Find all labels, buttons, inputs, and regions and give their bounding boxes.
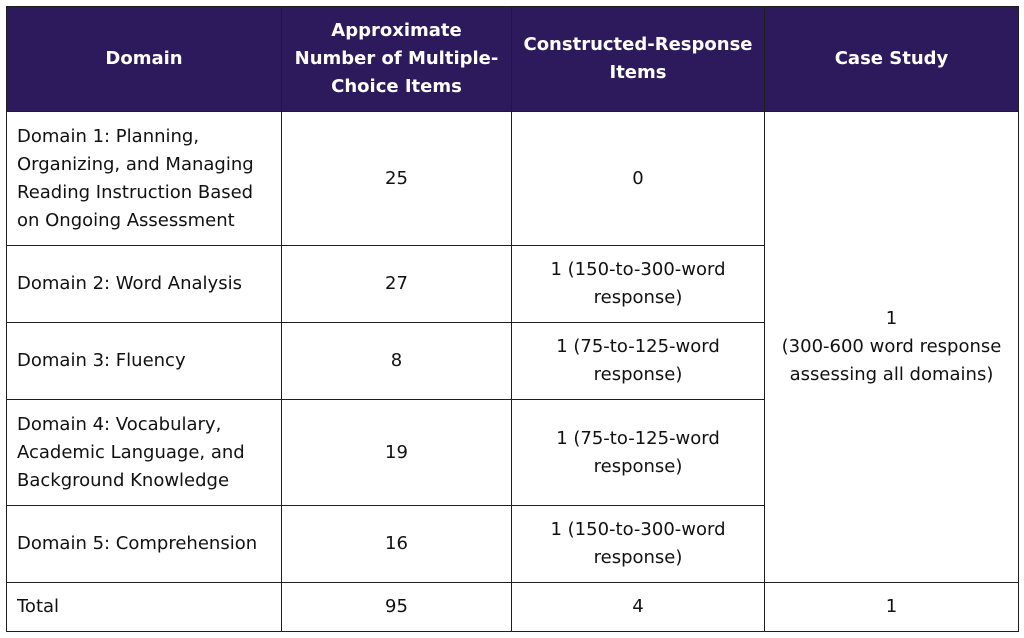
header-cell: Case Study <box>764 6 1019 112</box>
mc-cell: 16 <box>281 505 512 583</box>
cr-cell: 1 (75-to-125-word response) <box>511 322 765 400</box>
domain-cell: Domain 3: Fluency <box>6 322 282 400</box>
mc-cell: 19 <box>281 399 512 506</box>
cr-cell: 1 (150-to-300-word response) <box>511 245 765 323</box>
total-row: Total 95 4 1 <box>6 582 1019 632</box>
header-cell: Constructed-Response Items <box>511 6 765 112</box>
exam-table: Domain Approximate Number of Multiple-Ch… <box>6 6 1019 632</box>
mc-cell: 25 <box>281 111 512 246</box>
domain-cell: Domain 2: Word Analysis <box>6 245 282 323</box>
mc-cell: 27 <box>281 245 512 323</box>
domain-cell: Domain 4: Vocabulary, Academic Language,… <box>6 399 282 506</box>
mc-cell: 8 <box>281 322 512 400</box>
case-study-note: (300-600 word response assessing all dom… <box>781 336 1002 385</box>
cr-cell: 1 (150-to-300-word response) <box>511 505 765 583</box>
row: Domain 3: Fluency 8 1 (75-to-125-word re… <box>6 322 1019 400</box>
header-row: Domain Approximate Number of Multiple-Ch… <box>6 6 1019 112</box>
row: Domain 1: Planning, Organizing, and Mana… <box>6 111 1019 583</box>
header-cell: Approximate Number of Multiple-Choice It… <box>281 6 512 112</box>
total-cell: 1 <box>764 582 1019 632</box>
header-cell: Domain <box>6 6 282 112</box>
total-cell: 95 <box>281 582 512 632</box>
case-study-cell: 1 (300-600 word response assessing all d… <box>764 111 1019 583</box>
row: Domain 2: Word Analysis 27 1 (150-to-300… <box>6 245 1019 323</box>
domain-cell: Domain 5: Comprehension <box>6 505 282 583</box>
total-label: Total <box>6 582 282 632</box>
cr-cell: 0 <box>511 111 765 246</box>
cr-cell: 1 (75-to-125-word response) <box>511 399 765 506</box>
row: Domain 5: Comprehension 16 1 (150-to-300… <box>6 505 1019 583</box>
case-study-count: 1 <box>885 308 898 329</box>
total-cell: 4 <box>511 582 765 632</box>
domain-cell: Domain 1: Planning, Organizing, and Mana… <box>6 111 282 246</box>
